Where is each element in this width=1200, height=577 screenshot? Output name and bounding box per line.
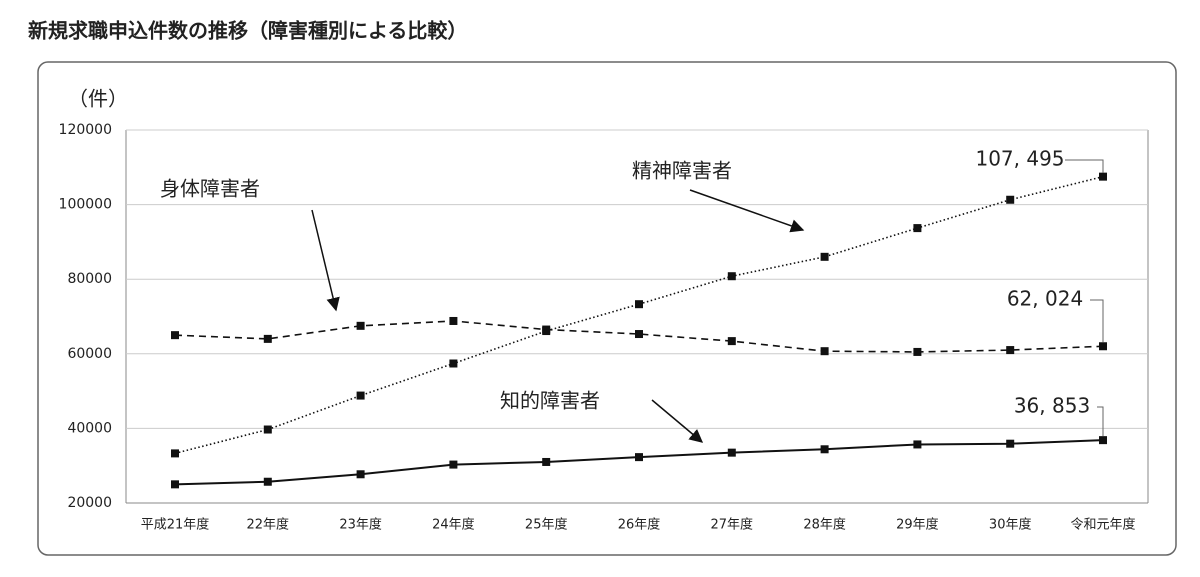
series-label: 知的障害者 — [500, 389, 600, 413]
x-tick-label: 30年度 — [989, 517, 1032, 533]
y-tick-label: 60000 — [67, 346, 112, 362]
y-tick-label: 80000 — [67, 271, 112, 287]
y-tick-label: 40000 — [67, 420, 112, 436]
point-marker — [820, 347, 829, 356]
point-marker — [449, 460, 458, 469]
value-label: 62, 024 — [1007, 287, 1083, 311]
value-label: 107, 495 — [975, 147, 1064, 171]
x-tick-label: 26年度 — [618, 517, 661, 533]
x-tick-label: 29年度 — [896, 517, 939, 533]
x-tick-label: 平成21年度 — [141, 517, 210, 533]
leader-line — [1090, 299, 1104, 343]
x-tick-label: 27年度 — [711, 517, 754, 533]
series-arrow — [689, 189, 805, 233]
series-line — [174, 175, 1104, 455]
x-tick-label: 令和元年度 — [1070, 517, 1135, 533]
x-tick-label: 22年度 — [247, 517, 290, 533]
point-marker — [356, 321, 365, 330]
series-arrow — [311, 209, 340, 312]
x-tick-label: 25年度 — [525, 517, 568, 533]
value-label: 36, 853 — [1014, 394, 1090, 418]
point-marker — [635, 453, 643, 462]
point-marker — [913, 440, 922, 449]
series-line — [174, 439, 1104, 486]
point-marker — [263, 425, 272, 434]
point-marker — [263, 334, 272, 343]
y-tick-label: 100000 — [59, 197, 112, 213]
point-marker — [727, 272, 736, 281]
point-marker — [449, 359, 458, 368]
y-tick-label: 120000 — [59, 122, 112, 138]
point-marker — [820, 252, 829, 261]
point-marker — [1099, 342, 1107, 351]
x-tick-label: 23年度 — [339, 517, 382, 533]
point-marker — [542, 457, 551, 466]
chart-title: 新規求職申込件数の推移（障害種別による比較） — [28, 19, 467, 43]
point-marker — [913, 224, 922, 233]
point-marker — [1006, 346, 1015, 355]
y-axis-label: （件） — [68, 87, 128, 111]
point-marker — [913, 347, 922, 356]
point-marker — [635, 300, 643, 309]
series-label: 精神障害者 — [632, 159, 732, 183]
point-marker — [171, 331, 179, 340]
point-marker — [635, 330, 643, 339]
point-marker — [1099, 172, 1107, 181]
point-marker — [356, 391, 365, 400]
chart-frame — [37, 61, 1177, 556]
point-marker — [727, 337, 736, 346]
point-marker — [171, 449, 179, 458]
point-marker — [1099, 436, 1107, 445]
y-tick-label: 20000 — [67, 495, 112, 511]
leader-line — [1097, 406, 1104, 437]
point-marker — [171, 480, 179, 489]
point-marker — [449, 316, 458, 325]
x-tick-label: 24年度 — [432, 517, 475, 533]
point-marker — [1006, 195, 1015, 204]
point-marker — [542, 327, 551, 336]
x-tick-label: 28年度 — [803, 517, 846, 533]
point-marker — [356, 470, 365, 479]
leader-line — [1065, 159, 1104, 173]
point-marker — [727, 448, 736, 457]
series-label: 身体障害者 — [160, 177, 260, 201]
point-marker — [820, 445, 829, 454]
point-marker — [1006, 439, 1015, 448]
point-marker — [263, 477, 272, 486]
series-arrow — [651, 399, 704, 443]
